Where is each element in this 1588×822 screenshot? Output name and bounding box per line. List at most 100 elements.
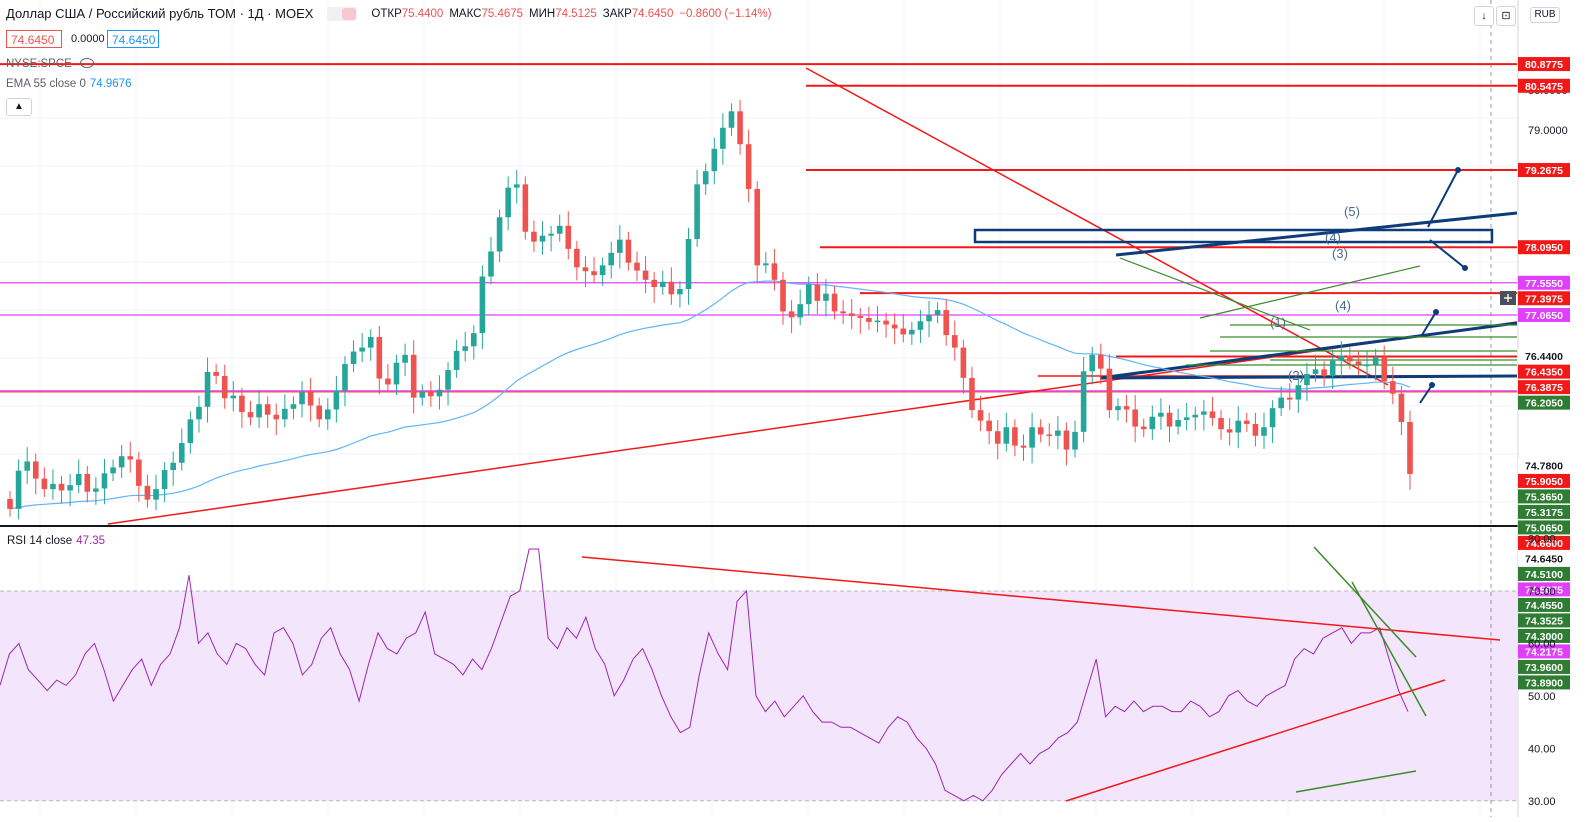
sell-price-box[interactable]: 74.6450 — [6, 30, 62, 48]
candle-body — [1304, 373, 1310, 386]
axis-label-bg — [1518, 551, 1570, 566]
candle-body — [1372, 356, 1379, 365]
change-value: −0.8600 (−1.14%) — [679, 7, 772, 20]
candle-body — [926, 315, 932, 322]
candle-body — [754, 188, 761, 266]
candle-body — [144, 485, 151, 500]
axis-level-label: 76.2050 — [1518, 395, 1570, 410]
candle-body — [101, 473, 108, 489]
axis-level-label: 73.9600 — [1518, 659, 1570, 674]
axis-label-bg — [1518, 395, 1570, 410]
axis-level-label: 76.4400 — [1518, 349, 1570, 364]
eye-hidden-icon[interactable] — [79, 58, 94, 68]
rsi-resistance-trendline — [581, 556, 1501, 641]
chart-header: Доллар США / Российский рубль ТОМ · 1Д ·… — [6, 6, 777, 21]
wave-label: (3) — [1332, 246, 1348, 261]
axis-label-bg — [1518, 644, 1570, 659]
price-axis-tick: 79.0000 — [1528, 125, 1568, 137]
candle-body — [625, 239, 632, 263]
candle-body — [136, 459, 142, 486]
fullscreen-button[interactable]: ⊡ — [1496, 6, 1516, 26]
trendline-support — [107, 321, 1518, 525]
ema-legend[interactable]: EMA 55 close 0 74.9676 — [6, 78, 131, 90]
axis-label-bg — [1518, 240, 1570, 255]
axis-label-text: 79.2675 — [1525, 165, 1563, 177]
candle-body — [333, 390, 340, 410]
candle-body — [763, 263, 769, 266]
candle-body — [1390, 381, 1396, 394]
candle-body — [1140, 426, 1147, 430]
candle-body — [170, 462, 176, 471]
candle-body — [1235, 420, 1242, 433]
axis-label-text: 75.9050 — [1525, 476, 1563, 488]
wave-label: (4) — [1335, 298, 1351, 313]
candle-body — [1089, 354, 1096, 372]
axis-label-bg — [1518, 364, 1570, 379]
candle-body — [110, 467, 116, 474]
candle-body — [642, 270, 649, 280]
candle-body — [1020, 445, 1027, 448]
candle-body — [1106, 368, 1113, 411]
candle-body — [24, 461, 30, 471]
candle-body — [1029, 427, 1035, 448]
candle-body — [1192, 414, 1199, 418]
axis-level-label: 77.0650 — [1518, 308, 1570, 323]
scroll-down-button[interactable]: ↓ — [1474, 6, 1494, 26]
candle-body — [513, 184, 520, 188]
axis-label-text: 74.3525 — [1525, 615, 1563, 627]
candle-body — [599, 265, 606, 276]
axis-level-label: 74.6600 — [1518, 535, 1570, 550]
range-box — [973, 228, 1494, 244]
candle-body — [582, 267, 589, 272]
candle-body — [1149, 416, 1156, 430]
rsi-axis-tick: 50.00 — [1528, 691, 1556, 703]
buy-price-box[interactable]: 74.6450 — [107, 30, 159, 48]
axis-level-label: 78.0950 — [1518, 240, 1570, 255]
open-value: 75.4400 — [401, 7, 444, 20]
axis-label-bg — [1518, 489, 1570, 504]
symbol-title[interactable]: Доллар США / Российский рубль ТОМ · 1Д ·… — [6, 6, 314, 21]
collapse-legend-button[interactable]: ▲ — [6, 98, 32, 116]
candle-body — [1166, 412, 1173, 427]
candle-body — [814, 284, 821, 301]
candle-body — [917, 321, 924, 330]
candle-body — [1055, 430, 1061, 436]
close-label: ЗАКР — [602, 7, 632, 20]
candle-body — [239, 395, 245, 413]
ema-55-line — [9, 280, 1411, 510]
rsi-line — [0, 548, 1409, 802]
axis-level-label: 75.0650 — [1518, 520, 1570, 535]
axis-level-label: 79.2675 — [1518, 163, 1570, 178]
arrow-head-icon — [1462, 265, 1468, 271]
candle-body — [883, 320, 889, 325]
currency-button[interactable]: RUB — [1530, 7, 1560, 23]
candle-body — [548, 233, 554, 236]
axis-label-text: 75.3650 — [1525, 491, 1563, 503]
rsi-label: RSI 14 close — [7, 535, 73, 547]
candle-body — [617, 239, 623, 253]
candle-body — [75, 473, 82, 486]
rsi-legend[interactable]: RSI 14 close 47.35 — [7, 535, 105, 547]
compare-toggle-icon[interactable] — [327, 6, 358, 21]
axis-label-text: 74.6600 — [1525, 538, 1563, 550]
axis-label-text: 74.6450 — [1525, 553, 1563, 565]
axis-level-label: 76.3875 — [1518, 380, 1570, 395]
low-value: 74.5125 — [555, 7, 597, 20]
candle-body — [1183, 417, 1190, 420]
candle-body — [50, 483, 56, 490]
axis-label-text: 73.9600 — [1525, 662, 1563, 674]
compare-symbol-legend[interactable]: NYSE:SPCE — [6, 57, 94, 70]
candle-body — [1321, 369, 1327, 376]
candle-body — [831, 293, 838, 312]
axis-label-bg — [1518, 291, 1570, 306]
candle-body — [1252, 423, 1259, 436]
candle-body — [565, 225, 572, 249]
axis-label-bg — [1518, 78, 1570, 93]
axis-label-bg — [1518, 308, 1570, 323]
candle-body — [385, 378, 391, 385]
rsi-axis-tick: 60.00 — [1528, 638, 1556, 650]
axis-label-bg — [1518, 504, 1570, 519]
axis-label-text: 77.0650 — [1525, 310, 1563, 322]
